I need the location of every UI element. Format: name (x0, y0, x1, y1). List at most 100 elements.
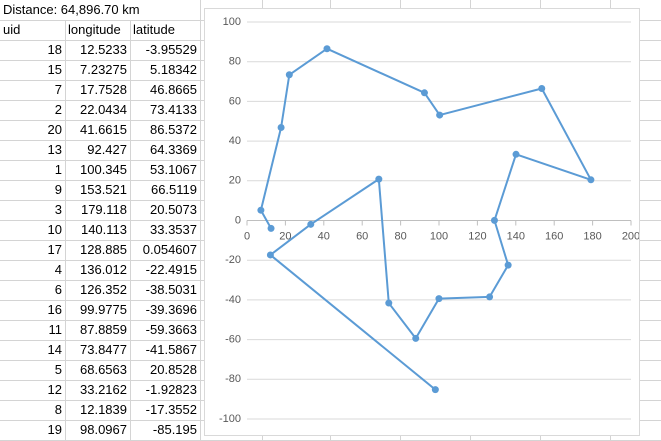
latitude-cell[interactable]: 0.054607 (142, 242, 197, 257)
column-header[interactable]: latitude (133, 22, 175, 37)
series-line (259, 47, 592, 391)
uid-cell[interactable]: 11 (48, 322, 63, 337)
data-point (504, 261, 512, 269)
data-point (266, 251, 274, 259)
distance-title[interactable]: Distance: 64,896.70 km (0, 0, 200, 20)
uid-cell[interactable]: 6 (54, 282, 62, 297)
uid-cell[interactable]: 3 (54, 202, 62, 217)
x-tick-label: 180 (583, 230, 601, 242)
longitude-cell[interactable]: 22.0434 (80, 102, 127, 117)
longitude-cell[interactable]: 68.6563 (80, 362, 127, 377)
longitude-cell[interactable]: 12.1839 (80, 402, 127, 417)
longitude-cell[interactable]: 87.8859 (80, 322, 127, 337)
x-tick-label: 200 (622, 230, 640, 242)
longitude-cell[interactable]: 179.118 (80, 202, 127, 217)
data-point (323, 45, 331, 53)
uid-cell[interactable]: 18 (47, 42, 62, 57)
uid-cell[interactable]: 20 (47, 122, 62, 137)
latitude-cell[interactable]: 64.3369 (150, 142, 197, 157)
longitude-cell[interactable]: 100.345 (80, 162, 127, 177)
column-header[interactable]: longitude (68, 22, 121, 37)
uid-cell[interactable]: 19 (47, 422, 62, 437)
latitude-cell[interactable]: 33.3537 (150, 222, 197, 237)
longitude-cell[interactable]: 12.5233 (80, 42, 127, 57)
longitude-cell[interactable]: 17.7528 (80, 82, 127, 97)
data-point (385, 299, 393, 307)
y-tick-label: 40 (229, 135, 241, 147)
data-point (285, 71, 293, 79)
data-point (420, 89, 428, 97)
latitude-cell[interactable]: 5.18342 (150, 62, 197, 77)
y-tick-label: 60 (229, 95, 241, 107)
x-tick-label: 0 (244, 230, 250, 242)
data-point (587, 176, 595, 184)
latitude-cell[interactable]: -59.3663 (145, 322, 197, 337)
longitude-cell[interactable]: 98.0967 (80, 422, 127, 437)
y-tick-label: -80 (225, 373, 241, 385)
latitude-cell[interactable]: -1.92823 (145, 382, 197, 397)
uid-cell[interactable]: 14 (47, 342, 62, 357)
longitude-cell[interactable]: 128.885 (80, 242, 127, 257)
data-point (277, 123, 285, 131)
x-tick-label: 80 (394, 230, 406, 242)
latitude-cell[interactable]: -85.195 (152, 422, 197, 437)
x-tick-label: 100 (430, 230, 448, 242)
longitude-cell[interactable]: 136.012 (80, 262, 127, 277)
data-point (431, 386, 439, 394)
latitude-cell[interactable]: -41.5867 (145, 342, 197, 357)
uid-cell[interactable]: 2 (54, 102, 62, 117)
longitude-cell[interactable]: 92.427 (87, 142, 127, 157)
longitude-cell[interactable]: 33.2162 (80, 382, 127, 397)
latitude-cell[interactable]: -17.3552 (145, 402, 197, 417)
x-tick-label: 160 (545, 230, 563, 242)
longitude-cell[interactable]: 7.23275 (80, 62, 127, 77)
uid-cell[interactable]: 9 (54, 182, 62, 197)
uid-cell[interactable]: 15 (47, 62, 62, 77)
longitude-cell[interactable]: 73.8477 (80, 342, 127, 357)
x-tick-label: 60 (356, 230, 368, 242)
latitude-cell[interactable]: -38.5031 (145, 282, 197, 297)
uid-cell[interactable]: 12 (47, 382, 62, 397)
longitude-cell[interactable]: 41.6615 (80, 122, 127, 137)
data-point (512, 150, 520, 158)
y-tick-label: 0 (235, 214, 241, 226)
uid-cell[interactable]: 17 (47, 242, 62, 257)
column-header[interactable]: uid (3, 22, 21, 37)
uid-cell[interactable]: 10 (47, 222, 62, 237)
uid-cell[interactable]: 8 (54, 402, 62, 417)
uid-cell[interactable]: 13 (47, 142, 62, 157)
uid-cell[interactable]: 5 (54, 362, 62, 377)
y-tick-label: -60 (225, 334, 241, 346)
latitude-cell[interactable]: -39.3696 (145, 302, 197, 317)
uid-cell[interactable]: 1 (54, 162, 62, 177)
uid-cell[interactable]: 4 (54, 262, 62, 277)
longitude-cell[interactable]: 140.113 (80, 222, 127, 237)
uid-cell[interactable]: 16 (47, 302, 62, 317)
y-tick-label: -100 (219, 413, 241, 425)
latitude-cell[interactable]: 46.8665 (150, 82, 197, 97)
latitude-cell[interactable]: 73.4133 (150, 102, 197, 117)
y-tick-label: 80 (229, 56, 241, 68)
latitude-cell[interactable]: 66.5119 (150, 182, 197, 197)
data-point (538, 84, 546, 92)
longitude-cell[interactable]: 99.9775 (80, 302, 127, 317)
latitude-cell[interactable]: 20.5073 (150, 202, 197, 217)
latitude-cell[interactable]: -22.4915 (145, 262, 197, 277)
longitude-cell[interactable]: 153.521 (80, 182, 127, 197)
longitude-cell[interactable]: 126.352 (80, 282, 127, 297)
data-point (307, 220, 315, 228)
latitude-cell[interactable]: 20.8528 (150, 362, 197, 377)
data-point (435, 295, 443, 303)
latitude-cell[interactable]: -3.95529 (145, 42, 197, 57)
data-point (412, 334, 420, 342)
x-tick-label: 40 (318, 230, 330, 242)
uid-cell[interactable]: 7 (54, 82, 62, 97)
data-point (436, 111, 444, 119)
y-tick-label: 100 (223, 16, 241, 28)
latitude-cell[interactable]: 86.5372 (150, 122, 197, 137)
latitude-cell[interactable]: 53.1067 (150, 162, 197, 177)
x-tick-label: 20 (279, 230, 291, 242)
x-tick-label: 140 (507, 230, 525, 242)
